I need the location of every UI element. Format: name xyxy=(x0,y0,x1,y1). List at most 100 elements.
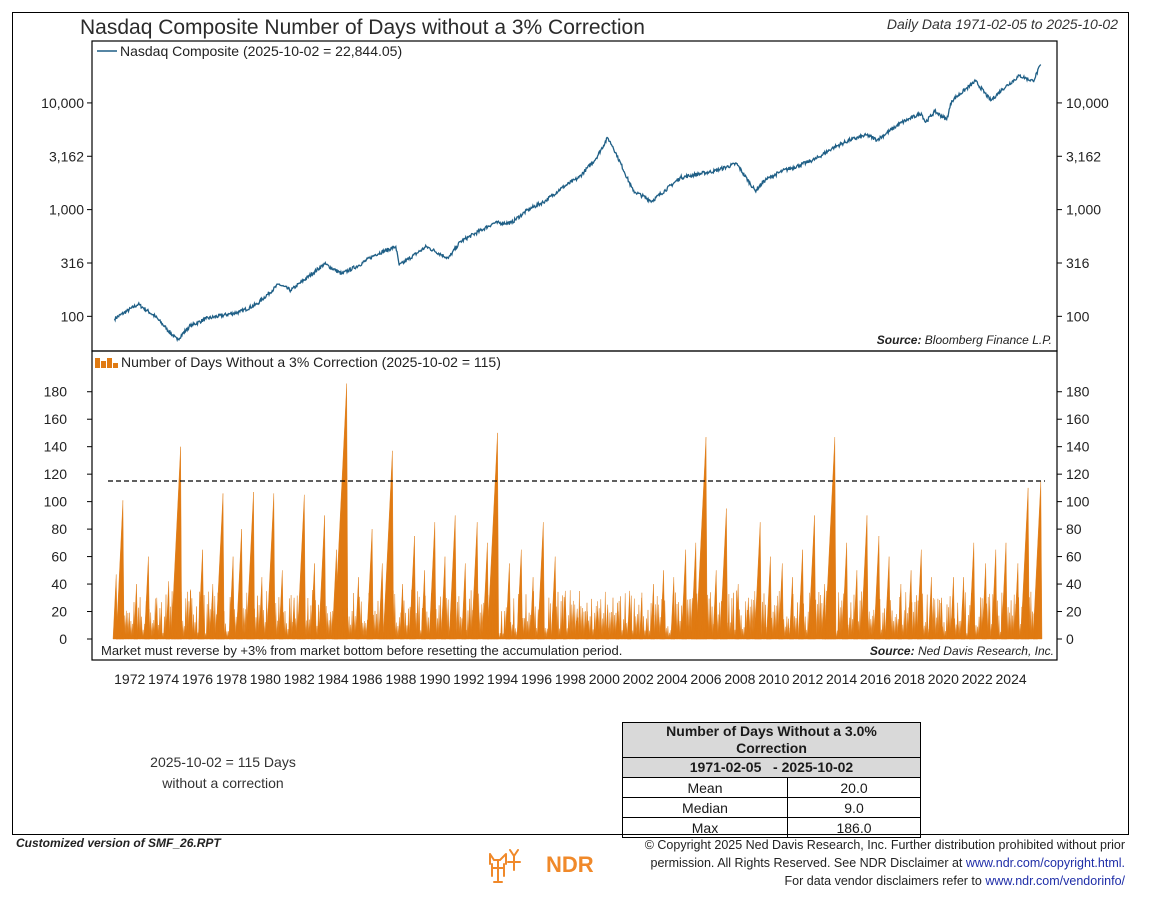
stats-label: Max xyxy=(622,817,788,838)
stats-value: 186.0 xyxy=(787,817,921,838)
table-row: Median 9.0 xyxy=(622,797,921,818)
price-source: Source: Bloomberg Finance L.P. xyxy=(877,333,1052,347)
stats-value: 9.0 xyxy=(787,797,921,818)
nasdaq-series-line xyxy=(113,64,1042,343)
x-tick-label: 2020 xyxy=(928,671,959,687)
y-tick-label-left: 3,162 xyxy=(49,148,84,164)
stats-table: Number of Days Without a 3.0% Correction… xyxy=(622,722,921,838)
stats-label: Mean xyxy=(622,777,788,798)
x-tick-label: 2004 xyxy=(657,671,688,687)
x-tick-label: 1972 xyxy=(114,671,145,687)
y-tick-label-left: 140 xyxy=(44,439,68,455)
y-tick-label-right: 1,000 xyxy=(1066,202,1101,218)
x-tick-label: 1990 xyxy=(419,671,450,687)
days-source: Source: Ned Davis Research, Inc. xyxy=(870,644,1054,658)
source-prefix: Source: xyxy=(877,333,925,347)
x-tick-label: 2006 xyxy=(690,671,721,687)
x-axis: 1972 1974 1976 1978 1980 1982 1984 1986 1988 1990… xyxy=(114,671,1027,687)
y-tick-label-left: 160 xyxy=(44,411,68,427)
y-tick-label-right: 316 xyxy=(1066,255,1090,271)
y-tick-label-left: 60 xyxy=(51,549,67,565)
x-tick-label: 1980 xyxy=(250,671,281,687)
y-tick-label-left: 100 xyxy=(44,494,68,510)
x-tick-label: 2014 xyxy=(826,671,857,687)
days-legend-swatch xyxy=(113,363,118,368)
bull-bear-icon xyxy=(489,849,521,883)
x-tick-label: 1982 xyxy=(284,671,315,687)
copyright-block: © Copyright 2025 Ned Davis Research, Inc… xyxy=(605,836,1125,890)
date-range: Daily Data 1971-02-05 to 2025-10-02 xyxy=(886,16,1118,32)
y-tick-label-left: 20 xyxy=(51,604,67,620)
x-tick-label: 2008 xyxy=(724,671,755,687)
source-name: Bloomberg Finance L.P. xyxy=(925,333,1052,347)
x-tick-label: 1974 xyxy=(148,671,179,687)
stats-header: Number of Days Without a 3.0% Correction xyxy=(622,722,921,758)
y-tick-label-right: 10,000 xyxy=(1066,95,1109,111)
logo-text: NDR xyxy=(546,852,594,877)
table-row: Mean 20.0 xyxy=(622,777,921,798)
copyright-line-2: permission. All Rights Reserved. See NDR… xyxy=(650,856,963,870)
days-panel-border xyxy=(91,350,1058,661)
custom-report-label: Customized version of SMF_26.RPT xyxy=(16,836,221,850)
table-row: Max 186.0 xyxy=(622,817,921,838)
y-tick-label-right: 40 xyxy=(1066,576,1082,592)
days-panel: 180 180 160 160 140 140 120 120 100 100 80 80 60 60 40… xyxy=(44,350,1090,661)
x-tick-label: 1976 xyxy=(182,671,213,687)
chart-frame xyxy=(12,12,1129,835)
source-name: Ned Davis Research, Inc. xyxy=(918,644,1054,658)
x-tick-label: 2000 xyxy=(589,671,620,687)
copyright-link[interactable]: www.ndr.com/copyright.html. xyxy=(965,856,1125,870)
x-tick-label: 2022 xyxy=(962,671,993,687)
copyright-line-3: For data vendor disclaimers refer to xyxy=(784,874,982,888)
days-series-bars xyxy=(112,383,1043,640)
y-tick-label-left: 100 xyxy=(61,308,85,324)
days-legend-label: Number of Days Without a 3% Correction (… xyxy=(121,354,501,370)
days-legend-swatch xyxy=(107,358,112,368)
stats-label: Median xyxy=(622,797,788,818)
y-tick-label-left: 40 xyxy=(51,576,67,592)
note-line-1: 2025-10-02 = 115 Days xyxy=(150,754,296,770)
y-tick-label-left: 0 xyxy=(59,631,67,647)
y-tick-label-right: 140 xyxy=(1066,439,1090,455)
x-tick-label: 1996 xyxy=(521,671,552,687)
y-tick-label-right: 60 xyxy=(1066,549,1082,565)
copyright-line-1: © Copyright 2025 Ned Davis Research, Inc… xyxy=(644,838,1125,852)
source-prefix: Source: xyxy=(870,644,918,658)
x-tick-label: 2010 xyxy=(758,671,789,687)
y-tick-label-right: 180 xyxy=(1066,384,1090,400)
x-tick-label: 1994 xyxy=(487,671,518,687)
x-tick-label: 2012 xyxy=(792,671,823,687)
x-tick-label: 1984 xyxy=(318,671,349,687)
current-value-note: 2025-10-02 = 115 Days without a correcti… xyxy=(128,752,318,794)
days-legend-swatch xyxy=(101,361,106,368)
y-tick-label-left: 10,000 xyxy=(41,95,84,111)
y-tick-label-right: 3,162 xyxy=(1066,148,1101,164)
note-line-2: without a correction xyxy=(162,775,284,791)
price-panel: 10,000 10,000 3,162 3,162 1,000 1,000 316 316 10… xyxy=(41,40,1109,352)
y-tick-label-right: 20 xyxy=(1066,604,1082,620)
x-tick-label: 1978 xyxy=(216,671,247,687)
y-tick-label-left: 180 xyxy=(44,384,68,400)
x-tick-label: 2016 xyxy=(860,671,891,687)
y-tick-label-left: 120 xyxy=(44,466,68,482)
y-tick-label-left: 80 xyxy=(51,521,67,537)
x-tick-label: 2018 xyxy=(894,671,925,687)
y-tick-label-left: 316 xyxy=(61,255,85,271)
y-tick-label-right: 0 xyxy=(1066,631,1074,647)
days-legend-swatch xyxy=(95,358,100,368)
price-panel-border xyxy=(91,40,1058,352)
x-tick-label: 1986 xyxy=(351,671,382,687)
x-tick-label: 1998 xyxy=(555,671,586,687)
x-tick-label: 1988 xyxy=(385,671,416,687)
stats-subheader: 1971-02-05 - 2025-10-02 xyxy=(622,757,921,778)
days-note: Market must reverse by +3% from market b… xyxy=(101,643,622,658)
price-legend-label: Nasdaq Composite (2025-10-02 = 22,844.05… xyxy=(120,43,402,59)
y-tick-label-right: 120 xyxy=(1066,466,1090,482)
vendor-info-link[interactable]: www.ndr.com/vendorinfo/ xyxy=(985,874,1125,888)
chart-title: Nasdaq Composite Number of Days without … xyxy=(80,16,645,39)
x-tick-label: 2002 xyxy=(623,671,654,687)
y-tick-label-right: 160 xyxy=(1066,411,1090,427)
stats-value: 20.0 xyxy=(787,777,921,798)
x-tick-label: 1992 xyxy=(453,671,484,687)
x-tick-label: 2024 xyxy=(996,671,1027,687)
